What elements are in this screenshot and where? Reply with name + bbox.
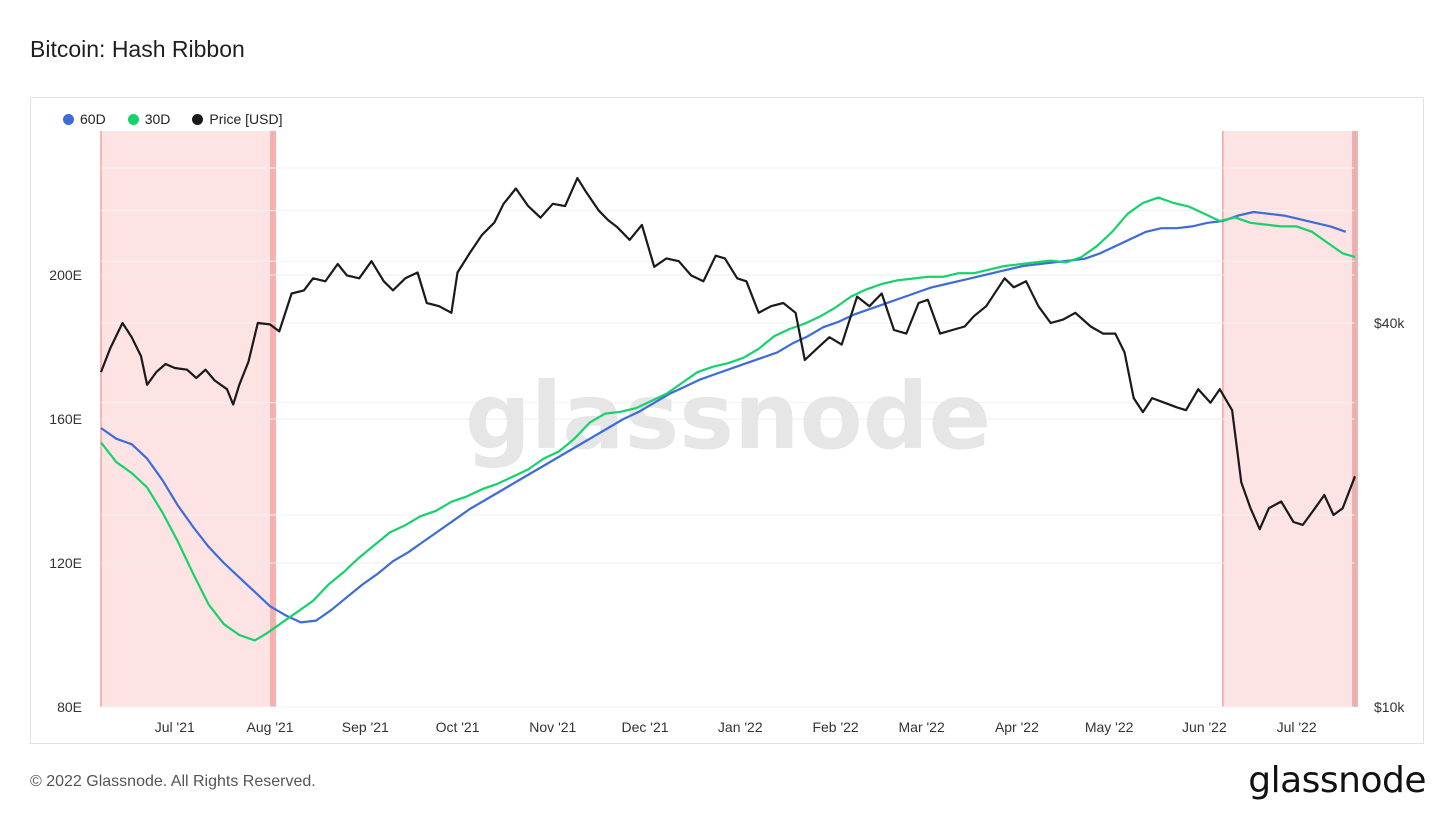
legend-swatch-30d [127, 113, 139, 125]
x-tick-label: Jul '21 [155, 719, 195, 735]
legend-item-60d[interactable]: 60D [63, 111, 106, 127]
watermark-text: glassnode [465, 363, 991, 470]
x-tick-label: Mar '22 [899, 719, 945, 735]
chart-legend: 60D 30D Price [USD] [63, 111, 283, 127]
legend-label-60d: 60D [80, 111, 106, 127]
x-tick-label: Sep '21 [342, 719, 389, 735]
legend-label-price: Price [USD] [209, 111, 283, 127]
legend-swatch-60d [63, 113, 74, 125]
x-tick-label: Jun '22 [1182, 719, 1227, 735]
y-right-tick-label: $40k [1374, 315, 1405, 331]
x-tick-label: Apr '22 [995, 719, 1039, 735]
x-tick-label: May '22 [1085, 719, 1134, 735]
legend-item-price[interactable]: Price [USD] [192, 111, 283, 127]
glassnode-logo[interactable]: glassnode [1248, 760, 1426, 801]
page-title: Bitcoin: Hash Ribbon [30, 36, 245, 62]
price-line [99, 177, 1357, 531]
x-tick-label: Jul '22 [1277, 719, 1317, 735]
x-tick-label: Aug '21 [247, 719, 294, 735]
legend-label-30d: 30D [144, 111, 171, 127]
x-tick-label: Dec '21 [621, 719, 668, 735]
series-30d-line [100, 196, 1356, 642]
y-left-tick-label: 200E [49, 267, 82, 283]
y-left-tick-label: 80E [57, 699, 82, 715]
series-60d-line [100, 210, 1347, 624]
legend-swatch-price [192, 113, 204, 125]
x-tick-label: Jan '22 [718, 719, 763, 735]
copyright-text: © 2022 Glassnode. All Rights Reserved. [30, 773, 316, 790]
x-tick-label: Oct '21 [436, 719, 480, 735]
legend-item-30d[interactable]: 30D [127, 111, 171, 127]
y-left-tick-label: 120E [49, 555, 82, 571]
x-tick-label: Feb '22 [812, 719, 858, 735]
x-tick-label: Nov '21 [529, 719, 576, 735]
y-left-tick-label: 160E [49, 411, 82, 427]
y-right-tick-label: $10k [1374, 699, 1405, 715]
